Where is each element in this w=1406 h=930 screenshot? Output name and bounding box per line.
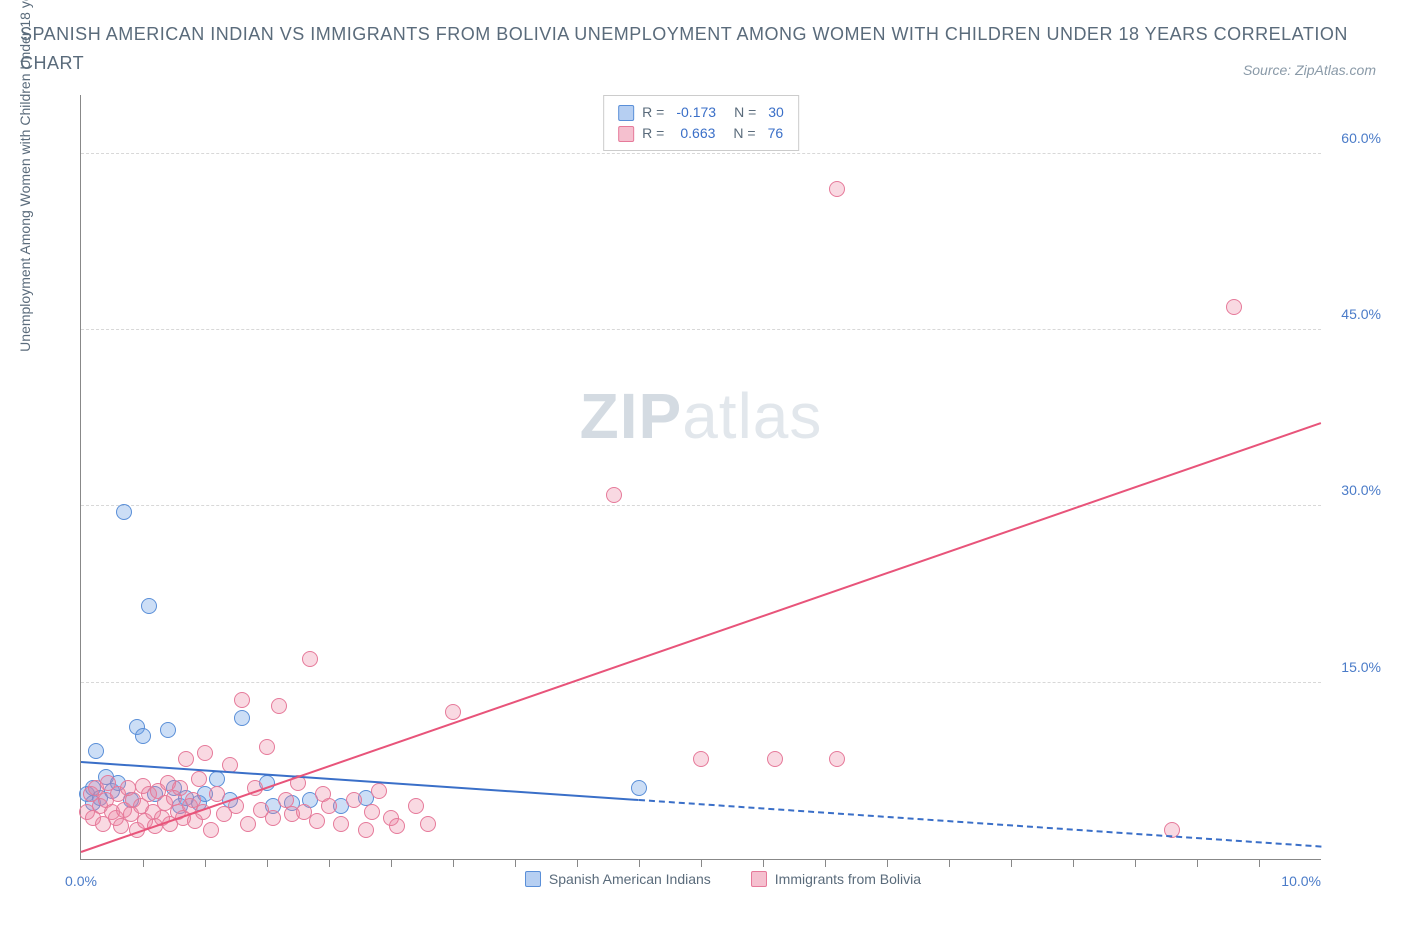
- x-tick: [825, 859, 826, 867]
- x-tick: [763, 859, 764, 867]
- scatter-point-pink: [203, 822, 219, 838]
- scatter-point-blue: [141, 598, 157, 614]
- scatter-point-pink: [606, 487, 622, 503]
- x-tick: [515, 859, 516, 867]
- gridline: [81, 329, 1321, 330]
- legend-item-pink: Immigrants from Bolivia: [751, 871, 921, 887]
- x-tick: [1135, 859, 1136, 867]
- scatter-point-pink: [767, 751, 783, 767]
- scatter-point-blue: [631, 780, 647, 796]
- x-tick: [887, 859, 888, 867]
- scatter-point-pink: [191, 771, 207, 787]
- scatter-point-pink: [234, 692, 250, 708]
- y-tick-label: 45.0%: [1341, 306, 1381, 322]
- legend-swatch-pink: [618, 126, 634, 142]
- scatter-point-pink: [445, 704, 461, 720]
- x-tick: [701, 859, 702, 867]
- chart-container: Unemployment Among Women with Children U…: [60, 95, 1386, 895]
- x-tick: [639, 859, 640, 867]
- legend-swatch-blue: [525, 871, 541, 887]
- plot-area: ZIPatlas R = -0.173 N = 30 R = 0.663 N =…: [80, 95, 1321, 860]
- x-tick: [1197, 859, 1198, 867]
- y-tick-label: 15.0%: [1341, 659, 1381, 675]
- trend-line: [639, 799, 1321, 848]
- scatter-point-blue: [88, 743, 104, 759]
- scatter-point-pink: [408, 798, 424, 814]
- scatter-point-blue: [135, 728, 151, 744]
- y-tick-label: 60.0%: [1341, 130, 1381, 146]
- x-tick: [1259, 859, 1260, 867]
- x-tick: [577, 859, 578, 867]
- watermark: ZIPatlas: [580, 379, 823, 453]
- scatter-point-pink: [259, 739, 275, 755]
- legend-row-pink: R = 0.663 N = 76: [618, 123, 784, 144]
- scatter-point-blue: [234, 710, 250, 726]
- x-tick: [205, 859, 206, 867]
- scatter-point-pink: [389, 818, 405, 834]
- scatter-point-pink: [240, 816, 256, 832]
- scatter-point-pink: [271, 698, 287, 714]
- scatter-point-pink: [321, 798, 337, 814]
- x-tick: [949, 859, 950, 867]
- correlation-legend: R = -0.173 N = 30 R = 0.663 N = 76: [603, 95, 799, 151]
- x-tick: [1073, 859, 1074, 867]
- y-tick-label: 30.0%: [1341, 482, 1381, 498]
- x-tick: [453, 859, 454, 867]
- x-tick: [391, 859, 392, 867]
- scatter-point-blue: [116, 504, 132, 520]
- x-tick: [267, 859, 268, 867]
- legend-row-blue: R = -0.173 N = 30: [618, 102, 784, 123]
- series-legend: Spanish American Indians Immigrants from…: [60, 871, 1386, 887]
- scatter-point-pink: [209, 786, 225, 802]
- scatter-point-pink: [302, 651, 318, 667]
- x-tick: [143, 859, 144, 867]
- gridline: [81, 153, 1321, 154]
- scatter-point-pink: [371, 783, 387, 799]
- scatter-point-pink: [420, 816, 436, 832]
- scatter-point-pink: [346, 792, 362, 808]
- scatter-point-pink: [358, 822, 374, 838]
- chart-title: SPANISH AMERICAN INDIAN VS IMMIGRANTS FR…: [20, 20, 1386, 78]
- scatter-point-pink: [829, 181, 845, 197]
- y-axis-label: Unemployment Among Women with Children U…: [17, 0, 33, 352]
- trend-line: [81, 422, 1322, 853]
- scatter-point-blue: [209, 771, 225, 787]
- source-attribution: Source: ZipAtlas.com: [1243, 62, 1376, 78]
- scatter-point-pink: [309, 813, 325, 829]
- scatter-point-pink: [178, 751, 194, 767]
- legend-item-blue: Spanish American Indians: [525, 871, 711, 887]
- scatter-point-pink: [197, 745, 213, 761]
- x-tick: [1011, 859, 1012, 867]
- legend-swatch-pink: [751, 871, 767, 887]
- scatter-point-pink: [333, 816, 349, 832]
- scatter-point-pink: [829, 751, 845, 767]
- x-tick: [329, 859, 330, 867]
- legend-swatch-blue: [618, 105, 634, 121]
- scatter-point-pink: [364, 804, 380, 820]
- scatter-point-pink: [265, 810, 281, 826]
- gridline: [81, 505, 1321, 506]
- gridline: [81, 682, 1321, 683]
- scatter-point-pink: [1226, 299, 1242, 315]
- scatter-point-blue: [160, 722, 176, 738]
- scatter-point-pink: [693, 751, 709, 767]
